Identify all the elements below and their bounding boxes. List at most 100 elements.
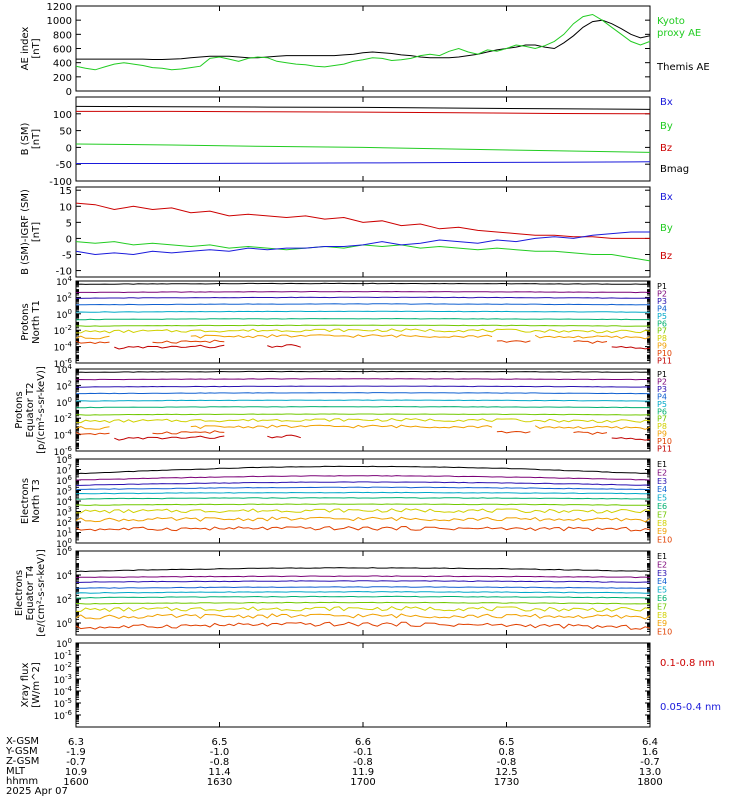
series-e5	[75, 590, 651, 594]
legend-proxy-ae: proxy AE	[657, 28, 701, 39]
panel-frame-xray	[75, 642, 651, 728]
legend-p3: P3	[657, 385, 667, 394]
series-e10	[75, 621, 651, 630]
legend-p4: P4	[657, 304, 667, 313]
y-tick-label: 600	[53, 45, 72, 56]
series-p10	[152, 339, 225, 344]
panel-bsm: -100 -50 0 50 100 B (SM) [nT] Bx By Bz Bmag	[20, 96, 689, 188]
y-axis-label: [nT]	[31, 222, 42, 242]
y-tick-label: 100	[53, 110, 72, 121]
y-tick-label: 400	[53, 59, 72, 70]
y-tick-label: 104	[56, 569, 72, 582]
legend-bx: Bx	[660, 192, 673, 203]
legend-by: By	[660, 121, 673, 132]
series-e10	[75, 525, 651, 532]
legend-e8: E8	[657, 611, 667, 620]
y-axis-label: B (SM)	[20, 122, 31, 155]
series-e2	[75, 575, 651, 579]
series-bz	[76, 110, 651, 115]
series-p10	[75, 432, 110, 436]
x-axis-value: -0.8	[497, 757, 517, 768]
legend-e8: E8	[657, 519, 667, 528]
series-p10	[496, 340, 531, 343]
y-tick-label: 10-4	[54, 429, 73, 442]
x-axis-value: 1600	[63, 777, 88, 788]
y-tick-label: 100	[56, 617, 72, 630]
panel-frame-pn	[75, 280, 651, 364]
legend-bx: Bx	[660, 97, 673, 108]
series-p4	[75, 303, 650, 306]
series-e4	[75, 586, 651, 589]
series-e5	[75, 491, 651, 495]
series-p8	[76, 328, 651, 334]
series-by	[75, 143, 651, 153]
x-axis-value: 1700	[350, 777, 375, 788]
series-e9	[75, 516, 651, 523]
legend-e5: E5	[657, 494, 667, 503]
y-axis-label: [e/(cm²-s-sr-keV)]	[36, 549, 47, 637]
legend-e7: E7	[657, 510, 667, 519]
series-p9	[190, 334, 493, 339]
y-tick-label: -50	[56, 160, 72, 171]
series-e7	[75, 601, 651, 605]
legend-e7: E7	[657, 602, 667, 611]
legend-e4: E4	[657, 577, 667, 586]
x-axis-value: 6.5	[212, 737, 228, 748]
x-axis-value: 6.3	[68, 737, 84, 748]
x-axis-value: 11.4	[208, 767, 230, 778]
y-tick-label: 5	[66, 218, 72, 229]
series-p10	[573, 340, 608, 344]
series-p11	[611, 345, 651, 350]
x-axis-value: 11.9	[352, 767, 374, 778]
series-p5	[75, 399, 651, 402]
y-axis-label: Equator T2	[25, 383, 36, 438]
legend-p5: P5	[657, 312, 667, 321]
series-p11	[114, 435, 225, 441]
legend-e3: E3	[657, 569, 667, 578]
legend-p2: P2	[657, 289, 667, 298]
legend-e6: E6	[657, 594, 667, 603]
series-p9	[534, 334, 651, 340]
y-tick-label: -100	[49, 177, 72, 188]
y-tick-label: 0	[66, 87, 72, 98]
series-e2	[75, 475, 651, 481]
series-p5	[75, 310, 651, 313]
y-tick-label: 15	[59, 186, 72, 197]
series-p11	[267, 344, 301, 348]
y-tick-label: 200	[53, 73, 72, 84]
series-p2	[75, 290, 651, 294]
legend-e3: E3	[657, 477, 667, 486]
y-axis-label: Xray flux	[20, 663, 31, 708]
series-p11	[611, 437, 651, 441]
series-e7	[76, 503, 651, 506]
legend-p10: P10	[657, 349, 672, 358]
x-axis-value: -1.9	[66, 747, 86, 758]
legend-p5: P5	[657, 400, 667, 409]
series-p9	[75, 426, 110, 430]
series-p9	[190, 424, 493, 429]
legend-p4: P4	[657, 392, 667, 401]
series-bx	[76, 161, 651, 164]
legend-e4: E4	[657, 485, 667, 494]
y-axis-label: B (SM)-IGRF (SM)	[20, 189, 31, 275]
legend-e2: E2	[657, 560, 667, 569]
y-tick-label: 10-4	[54, 341, 73, 354]
series-e3	[75, 580, 651, 583]
y-tick-label: 10-6	[54, 709, 73, 722]
series-p2	[75, 378, 651, 381]
legend-p9: P9	[657, 342, 667, 351]
series-p10	[75, 340, 110, 345]
series-p1	[75, 370, 651, 373]
y-tick-label: 102	[56, 291, 72, 304]
legend-p8: P8	[657, 334, 667, 343]
series-p10	[496, 430, 531, 434]
legend-p7: P7	[657, 327, 667, 336]
y-axis-label: Electrons	[20, 478, 31, 524]
series-p10	[152, 430, 225, 435]
x-axis-value: 1630	[207, 777, 232, 788]
series-e3	[75, 481, 651, 486]
x-axis-value: 1730	[494, 777, 519, 788]
legend-e1: E1	[657, 460, 667, 469]
legend-e2: E2	[657, 468, 667, 477]
